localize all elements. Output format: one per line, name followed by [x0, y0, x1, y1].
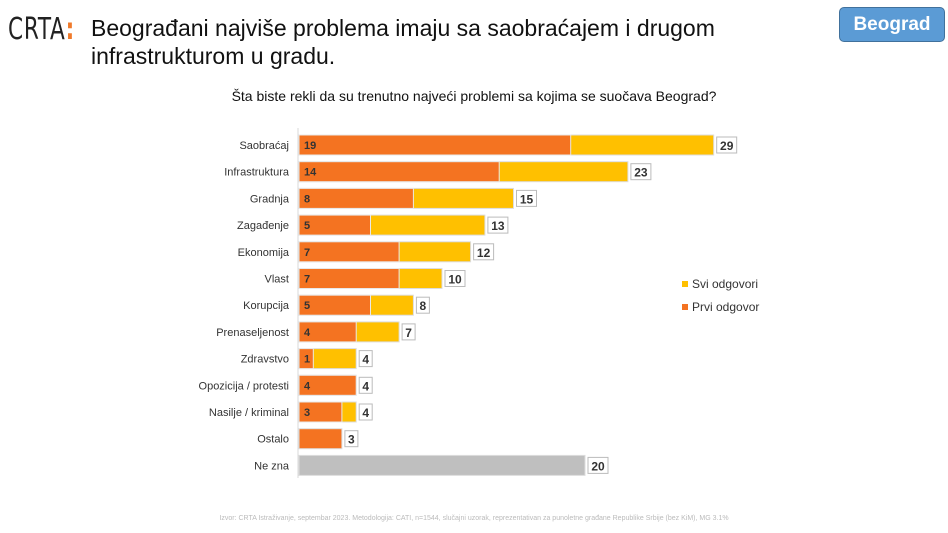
- bar-prvi-odgovor: [298, 294, 371, 316]
- legend-swatch: [682, 281, 688, 287]
- data-label-svi: 4: [362, 353, 369, 367]
- data-label-box: [716, 136, 738, 154]
- data-label-box: [358, 403, 373, 421]
- data-label-svi: 8: [420, 299, 427, 313]
- page-title: Beograđani najviše problema imaju sa sao…: [91, 15, 715, 69]
- bar-svi-odgovori: [298, 454, 586, 476]
- data-label-svi: 4: [362, 379, 369, 393]
- data-label-box: [415, 296, 430, 314]
- category-label: Ne zna: [254, 460, 290, 472]
- data-label-svi: 10: [448, 273, 462, 287]
- bar-prvi-odgovor: [298, 401, 343, 423]
- data-label-prvi: 14: [304, 167, 317, 179]
- data-label-box: [401, 323, 416, 341]
- category-label: Zagađenje: [237, 220, 289, 232]
- category-label: Nasilje / kriminal: [209, 407, 289, 419]
- data-label-prvi: 4: [304, 327, 311, 339]
- category-label: Korupcija: [243, 300, 290, 312]
- data-label-box: [444, 270, 466, 287]
- bar-prvi-odgovor: [298, 348, 314, 370]
- data-label-box: [516, 189, 537, 207]
- data-label-svi: 29: [720, 139, 734, 153]
- data-label-box: [358, 350, 373, 368]
- category-label: Saobraćaj: [239, 140, 289, 152]
- bar-prvi-odgovor: [298, 161, 500, 183]
- bar-prvi-odgovor: [298, 214, 371, 236]
- data-label-box: [358, 376, 373, 394]
- bar-svi-odgovori: [298, 428, 343, 450]
- data-label-svi: 13: [491, 219, 505, 233]
- region-badge: Beograd: [839, 7, 945, 42]
- data-label-prvi: 7: [304, 274, 310, 286]
- data-label-prvi: 4: [304, 380, 311, 392]
- data-label-prvi: 7: [304, 247, 310, 259]
- category-label: Zdravstvo: [241, 354, 289, 366]
- bar-prvi-odgovor: [298, 187, 414, 209]
- data-label-box: [487, 216, 509, 234]
- data-label-svi: 20: [591, 459, 605, 473]
- category-label: Gradnja: [250, 193, 290, 205]
- data-label-prvi: 5: [304, 300, 310, 312]
- data-label-svi: 23: [634, 166, 648, 180]
- data-label-svi: 3: [348, 433, 355, 447]
- data-label-prvi: 1: [304, 354, 310, 366]
- bar-prvi-odgovor: [298, 374, 357, 396]
- data-label-prvi: 5: [304, 220, 310, 232]
- data-label-box: [587, 456, 609, 474]
- source-note: Izvor: CRTA Istraživanje, septembar 2023…: [219, 515, 729, 522]
- data-label-svi: 15: [520, 192, 534, 206]
- bar-prvi-odgovor: [298, 241, 400, 263]
- data-label-box: [344, 430, 359, 448]
- category-label: Ostalo: [257, 434, 289, 446]
- data-label-prvi: 8: [304, 193, 310, 205]
- category-label: Opozicija / protesti: [199, 380, 289, 392]
- data-label-box: [630, 163, 652, 181]
- data-label-box: [473, 243, 495, 261]
- legend-label: Prvi odgovor: [692, 300, 759, 314]
- data-label-svi: 7: [405, 326, 412, 340]
- legend-label: Svi odgovori: [692, 277, 758, 291]
- bar-prvi-odgovor: [298, 268, 400, 289]
- legend-swatch: [682, 304, 688, 310]
- data-label-svi: 4: [362, 406, 369, 420]
- data-label-prvi: 3: [304, 407, 310, 419]
- category-label: Infrastruktura: [224, 167, 290, 179]
- crta-logo: CRTA:: [8, 12, 76, 47]
- category-label: Prenaseljenost: [216, 327, 289, 339]
- category-label: Vlast: [265, 274, 289, 286]
- chart-title: Šta biste rekli da su trenutno najveći p…: [231, 88, 717, 104]
- category-label: Ekonomija: [238, 247, 290, 259]
- bar-prvi-odgovor: [298, 321, 357, 343]
- data-label-prvi: 19: [304, 140, 316, 152]
- data-label-svi: 12: [477, 246, 491, 260]
- bar-prvi-odgovor: [298, 134, 572, 156]
